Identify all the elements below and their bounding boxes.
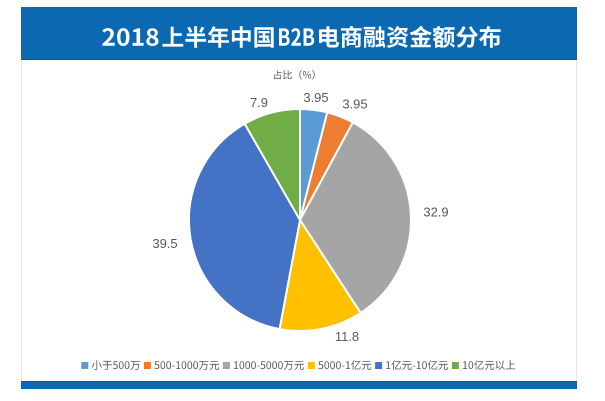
svg-text:7.9: 7.9 xyxy=(250,95,268,110)
svg-text:32.9: 32.9 xyxy=(423,205,448,220)
svg-text:39.5: 39.5 xyxy=(152,236,177,251)
svg-text:11.8: 11.8 xyxy=(335,329,359,344)
svg-text:3.95: 3.95 xyxy=(342,97,367,112)
svg-text:3.95: 3.95 xyxy=(303,90,328,105)
